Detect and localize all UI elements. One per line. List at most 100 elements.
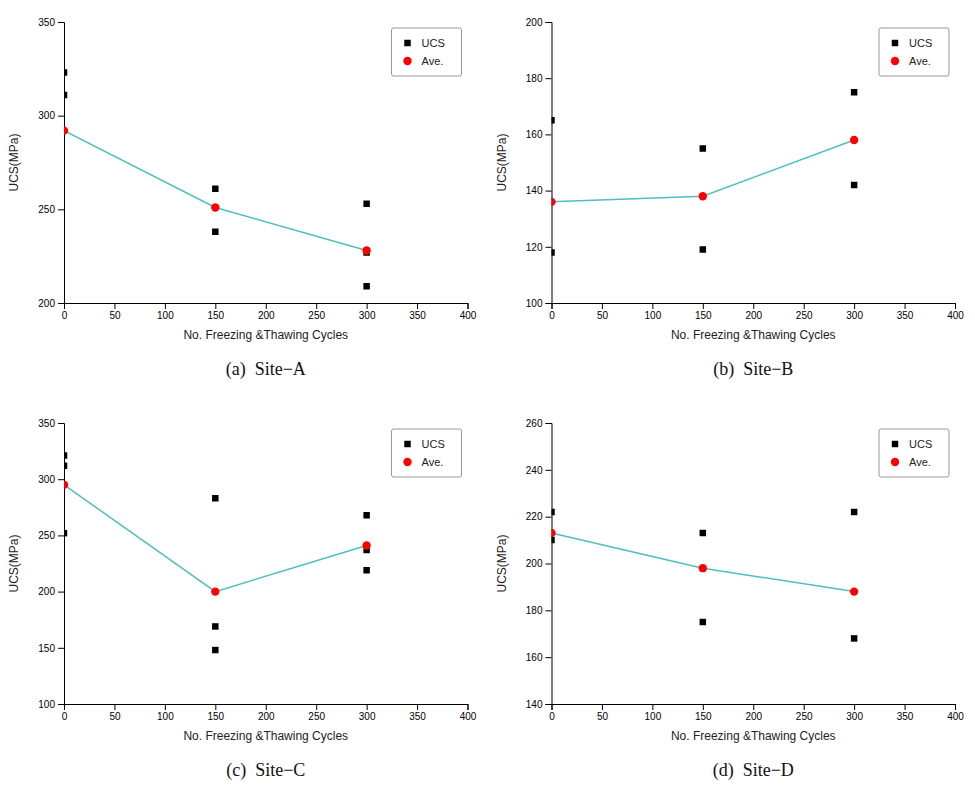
y-tick-mark xyxy=(58,423,64,424)
x-tick: 400 xyxy=(460,704,477,722)
x-tick: 50 xyxy=(597,303,609,321)
legend: UCSAve. xyxy=(392,429,462,477)
legend-label: UCS xyxy=(422,438,445,450)
y-axis-line xyxy=(58,424,65,705)
y-axis-title: UCS(MPa) xyxy=(495,534,509,592)
plot-area xyxy=(64,69,371,289)
x-tick-label: 350 xyxy=(409,711,426,722)
x-tick: 50 xyxy=(597,704,609,722)
x-tick: 250 xyxy=(308,303,325,321)
x-tick-mark xyxy=(804,704,805,710)
x-tick-label: 100 xyxy=(157,310,174,321)
y-tick-mark xyxy=(546,303,552,304)
x-tick: 400 xyxy=(947,303,964,321)
y-tick-label: 100 xyxy=(526,298,543,309)
point xyxy=(850,587,858,595)
line xyxy=(552,140,855,202)
line xyxy=(64,485,367,592)
y-tick: 300 xyxy=(38,474,64,485)
x-tick-mark xyxy=(266,704,267,710)
x-tick-label: 200 xyxy=(258,711,275,722)
x-tick-mark xyxy=(367,704,368,710)
y-tick: 180 xyxy=(526,73,552,84)
point xyxy=(64,452,67,458)
x-tick-label: 400 xyxy=(460,711,477,722)
point xyxy=(851,89,857,95)
y-tick-label: 220 xyxy=(526,511,543,522)
point xyxy=(64,462,67,468)
x-tick-mark xyxy=(905,704,906,710)
point xyxy=(699,564,707,572)
y-tick-mark xyxy=(546,423,552,424)
plot-area xyxy=(64,452,371,653)
subplot: 0501001502002503003504001001502002503003… xyxy=(7,418,477,781)
x-tick-mark xyxy=(417,303,418,309)
x-tick-mark xyxy=(905,303,906,309)
x-tick-mark xyxy=(703,704,704,710)
x-tick-mark xyxy=(165,704,166,710)
point xyxy=(212,229,218,235)
point xyxy=(552,198,556,206)
x-tick-mark xyxy=(955,303,956,309)
x-tick-label: 400 xyxy=(947,310,964,321)
plot-area xyxy=(552,89,859,256)
y-tick-label: 350 xyxy=(38,418,55,429)
x-tick-label: 150 xyxy=(695,310,712,321)
y-tick-label: 300 xyxy=(38,474,55,485)
subplot-title: (c) Site−C xyxy=(226,760,305,781)
point xyxy=(552,529,556,537)
point xyxy=(212,647,218,653)
x-tick: 400 xyxy=(947,704,964,722)
y-tick-mark xyxy=(546,657,552,658)
x-tick-label: 200 xyxy=(745,711,762,722)
y-tick-label: 180 xyxy=(526,605,543,616)
legend-marker xyxy=(891,458,899,466)
point xyxy=(64,530,67,536)
x-tick-label: 0 xyxy=(549,310,555,321)
y-tick: 180 xyxy=(526,605,552,616)
legend-marker xyxy=(403,57,411,65)
x-axis-title: No. Freezing &Thawing Cycles xyxy=(183,729,348,743)
x-tick: 100 xyxy=(157,303,174,321)
y-tick: 160 xyxy=(526,129,552,140)
x-tick-mark xyxy=(468,303,469,309)
y-tick-mark xyxy=(58,303,64,304)
x-tick: 250 xyxy=(796,303,813,321)
legend-label: Ave. xyxy=(422,55,444,67)
y-tick-label: 250 xyxy=(38,204,55,215)
x-tick-label: 200 xyxy=(745,310,762,321)
legend-marker xyxy=(892,40,898,46)
y-tick-mark xyxy=(546,191,552,192)
x-tick: 350 xyxy=(409,704,426,722)
point xyxy=(362,246,370,254)
x-tick-mark xyxy=(316,303,317,309)
y-axis-line xyxy=(58,23,65,304)
x-tick-mark xyxy=(955,704,956,710)
x-tick-label: 300 xyxy=(846,310,863,321)
y-tick-mark xyxy=(546,470,552,471)
y-tick: 300 xyxy=(38,110,64,121)
x-tick: 250 xyxy=(796,704,813,722)
y-tick-mark xyxy=(546,610,552,611)
y-tick-label: 240 xyxy=(526,465,543,476)
x-tick: 350 xyxy=(409,303,426,321)
x-tick-mark xyxy=(165,303,166,309)
x-tick-label: 350 xyxy=(897,711,914,722)
x-axis: 050100150200250300350400 xyxy=(62,303,477,321)
x-tick-mark xyxy=(804,303,805,309)
point xyxy=(700,530,706,536)
legend-box xyxy=(392,28,462,76)
legend-marker xyxy=(404,40,410,46)
y-axis-title: UCS(MPa) xyxy=(7,133,21,191)
point xyxy=(552,509,555,515)
y-tick-label: 140 xyxy=(526,699,543,710)
legend-marker xyxy=(891,57,899,65)
x-tick-label: 50 xyxy=(109,711,121,722)
legend-label: Ave. xyxy=(909,55,931,67)
point xyxy=(363,567,369,573)
y-tick-mark xyxy=(58,209,64,210)
legend-marker xyxy=(892,441,898,447)
legend-box xyxy=(879,28,949,76)
x-tick-label: 300 xyxy=(359,310,376,321)
x-tick: 100 xyxy=(645,704,662,722)
